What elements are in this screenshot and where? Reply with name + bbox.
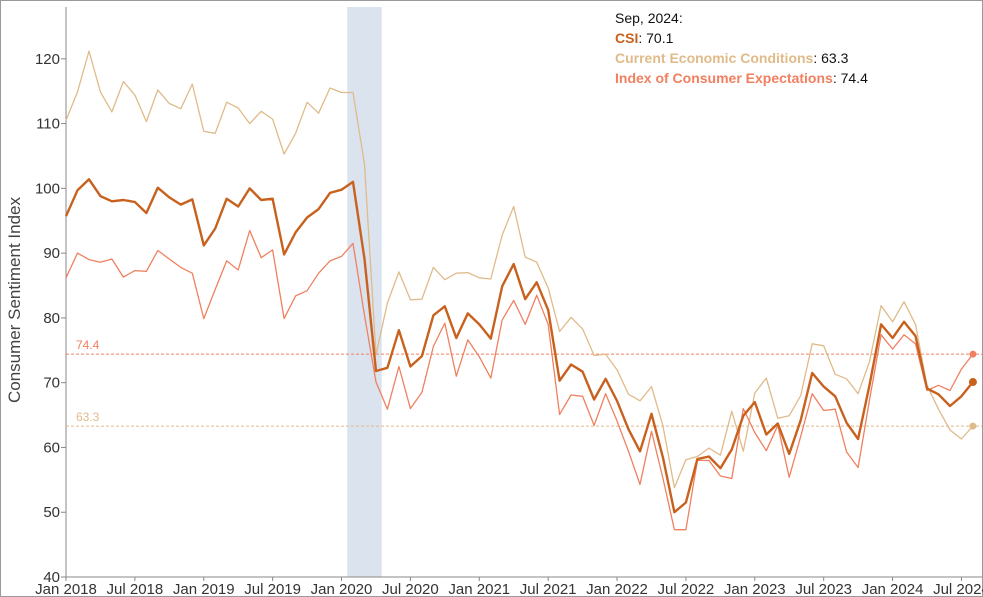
end-marker-csi xyxy=(968,378,977,387)
legend: Sep, 2024: CSI: 70.1 Current Economic Co… xyxy=(615,8,868,88)
y-tick-label: 120 xyxy=(35,51,60,68)
legend-value-consumer-expectations: 74.4 xyxy=(840,70,868,86)
x-tick-label: Jan 2019 xyxy=(173,581,235,597)
x-tick-label: Jul 2018 xyxy=(107,581,164,597)
y-tick-label: 70 xyxy=(43,375,60,392)
end-markers xyxy=(968,350,977,430)
reference-line-label: 63.3 xyxy=(76,410,100,424)
reference-line-label: 74.4 xyxy=(76,338,100,352)
legend-item-consumer-expectations: Index of Consumer Expectations: 74.4 xyxy=(615,70,868,86)
y-tick-label: 40 xyxy=(43,569,60,586)
x-tick-label: Jul 2023 xyxy=(795,581,852,597)
x-tick-label: Jul 2022 xyxy=(658,581,715,597)
recession-band xyxy=(347,7,382,577)
y-tick-label: 100 xyxy=(35,180,60,197)
recession-band-layer xyxy=(347,7,382,577)
y-tick-label: 90 xyxy=(43,245,60,262)
y-tick-label: 50 xyxy=(43,504,60,521)
x-tick-label: Jan 2018 xyxy=(35,581,97,597)
series-lines xyxy=(64,50,974,531)
tick-labels: 40 50 60 70 80 90 100 110 120 Jan 2018 Jul 2018 Jan… xyxy=(35,51,983,597)
legend-value-csi: 70.1 xyxy=(646,30,674,46)
legend-label-current-conditions: Current Economic Conditions xyxy=(615,50,814,66)
x-tick-label: Jan 2022 xyxy=(586,581,648,597)
y-tick-label: 80 xyxy=(43,310,60,327)
x-tick-label: Jul 2019 xyxy=(244,581,301,597)
axes xyxy=(61,7,982,581)
legend-label-csi: CSI xyxy=(615,30,639,46)
reference-lines: 74.4 63.3 xyxy=(66,338,982,427)
series-line-consumer-expectations xyxy=(65,229,974,531)
x-tick-label: Jul 2024 xyxy=(933,581,983,597)
legend-label-consumer-expectations: Index of Consumer Expectations xyxy=(615,70,833,86)
end-marker-consumer-expectations xyxy=(969,350,977,358)
legend-item-csi: CSI: 70.1 xyxy=(615,30,674,46)
legend-value-current-conditions: 63.3 xyxy=(821,50,849,66)
series-line-csi xyxy=(64,178,974,514)
y-tick-label: 110 xyxy=(36,116,60,133)
x-tick-label: Jan 2023 xyxy=(724,581,786,597)
legend-date: Sep, 2024: xyxy=(615,10,683,26)
x-tick-label: Jan 2021 xyxy=(448,581,510,597)
y-axis-label: Consumer Sentiment Index xyxy=(5,197,24,403)
x-tick-label: Jul 2021 xyxy=(520,581,577,597)
y-tick-label: 60 xyxy=(43,439,60,456)
legend-item-current-conditions: Current Economic Conditions: 63.3 xyxy=(615,50,849,66)
series-line-current-conditions xyxy=(65,50,974,489)
x-tick-label: Jul 2020 xyxy=(382,581,439,597)
x-tick-label: Jan 2024 xyxy=(862,581,924,597)
end-marker-current-conditions xyxy=(969,422,977,430)
x-tick-label: Jan 2020 xyxy=(311,581,373,597)
